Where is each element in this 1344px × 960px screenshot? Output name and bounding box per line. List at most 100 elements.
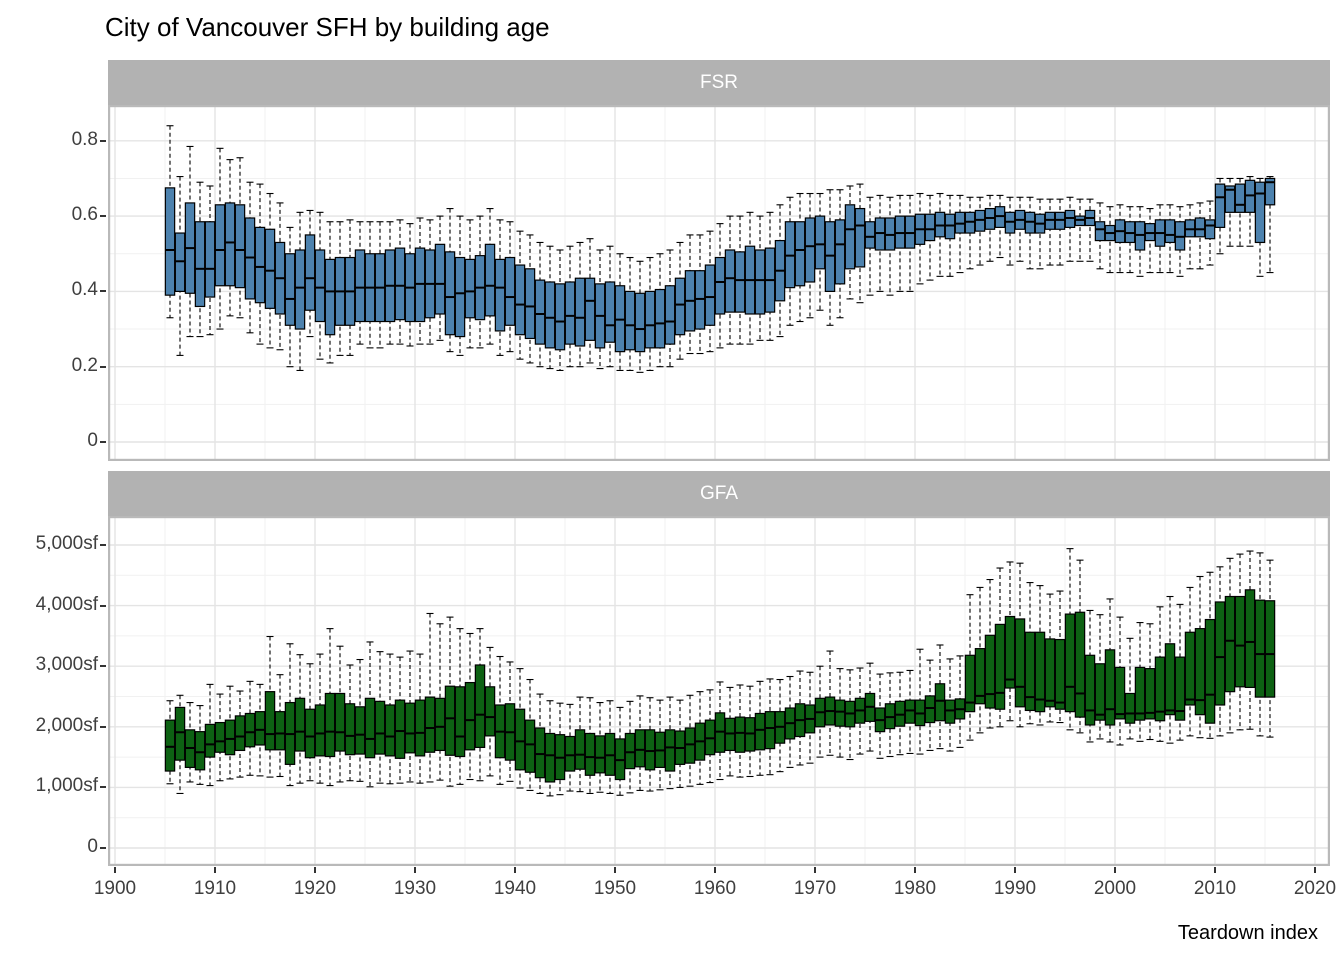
boxplot-1916 [274,202,286,351]
boxplot-1992 [1034,198,1046,270]
boxplot-1984 [954,194,966,274]
boxplot-1959 [704,230,716,353]
x-axis-tick [114,867,116,873]
boxplot-1954 [654,253,666,368]
boxplot-1912 [234,157,246,319]
boxplot-1937 [484,208,496,345]
boxplot-1998 [1094,614,1106,740]
y-axis-label: 0.6 [71,204,98,226]
y-axis-label: 0 [87,836,98,857]
boxplot-1916 [274,674,286,778]
boxplot-2006 [1174,603,1186,741]
boxplot-1932 [434,215,446,341]
boxplot-1997 [1084,198,1096,262]
boxplot-2003 [1144,623,1156,741]
x-axis-label: 2020 [1293,878,1337,899]
boxplot-2013 [1244,176,1256,247]
boxplot-1990 [1014,196,1026,262]
boxplot-2011 [1224,557,1236,734]
boxplot-1907 [184,145,196,338]
boxplot-1921 [324,221,336,364]
boxplot-1974 [854,183,866,304]
boxplot-1935 [464,219,476,349]
boxplot-1987 [984,578,996,729]
boxplot-1962 [734,215,746,345]
y-axis-tick [100,604,106,607]
y-axis-tick [100,786,106,789]
boxplot-1975 [864,662,876,752]
boxplot-1906 [174,694,186,795]
boxplot-1921 [324,628,336,787]
boxplot-1978 [894,671,906,756]
y-axis-label: 1,000sf [35,775,98,797]
boxplot-1936 [474,215,486,349]
y-axis-label: 3,000sf [35,654,98,676]
boxplot-1994 [1054,198,1066,266]
boxplot-1915 [264,192,276,349]
boxplot-1931 [424,612,436,783]
boxplot-1981 [924,659,936,751]
boxplot-2009 [1204,200,1216,266]
x-axis-label: 2000 [1093,878,1137,899]
boxplot-1913 [244,680,256,776]
boxplot-1956 [674,241,686,360]
boxplot-1944 [554,702,566,796]
boxplot-1910 [214,693,226,782]
boxplot-1949 [604,245,616,368]
boxplot-1983 [944,658,956,752]
boxplot-1923 [344,219,356,356]
boxplot-1948 [594,702,606,793]
boxplot-1920 [314,653,326,784]
boxplot-1952 [634,260,646,373]
boxplot-1990 [1014,562,1026,728]
boxplot-1927 [384,221,396,345]
boxplot-1999 [1104,598,1116,743]
boxplot-1924 [354,658,366,782]
x-axis-tick [614,867,616,873]
x-axis-label: 2010 [1193,878,1237,899]
boxplot-1970 [814,665,826,758]
boxplot-1957 [684,694,696,787]
boxplot-2005 [1164,204,1176,274]
boxplot-1931 [424,219,436,345]
boxplot-1955 [664,696,676,790]
boxplot-1940 [514,668,526,789]
y-axis-label: 2,000sf [35,714,98,736]
boxplot-1958 [694,691,706,785]
y-axis-tick [100,441,106,443]
boxplot-1934 [454,628,466,785]
boxplot-1993 [1044,593,1056,723]
boxplot-1935 [464,632,476,781]
boxplot-2002 [1134,622,1146,742]
boxplot-2012 [1234,177,1246,247]
boxplot-2014 [1254,552,1266,737]
boxplot-1957 [684,234,696,355]
boxplot-1926 [374,651,386,784]
boxplot-1950 [614,253,626,372]
boxplot-1984 [954,655,966,748]
x-axis-label: 1990 [993,878,1037,899]
boxplot-1948 [594,249,606,370]
boxplot-1940 [514,230,526,360]
y-axis-tick [100,665,106,668]
boxplot-1986 [974,586,986,734]
boxplot-1925 [364,641,376,788]
chart-title: City of Vancouver SFH by building age [105,12,550,42]
boxplot-1912 [234,690,246,778]
boxplot-1964 [754,680,766,776]
boxplot-1942 [534,241,546,368]
boxplot-1967 [784,675,796,768]
boxplot-1991 [1024,196,1036,270]
boxplot-1967 [784,196,796,326]
boxplot-1970 [814,192,826,311]
boxplot-1938 [494,655,506,785]
facet-strip-fsr-label: FSR [700,71,738,93]
boxplot-1911 [224,159,236,317]
boxplot-1969 [804,192,816,319]
boxplot-1924 [354,221,366,345]
boxplot-1947 [584,697,596,795]
boxplot-1925 [364,221,376,349]
boxplot-1963 [744,211,756,345]
boxplot-1995 [1064,548,1076,731]
